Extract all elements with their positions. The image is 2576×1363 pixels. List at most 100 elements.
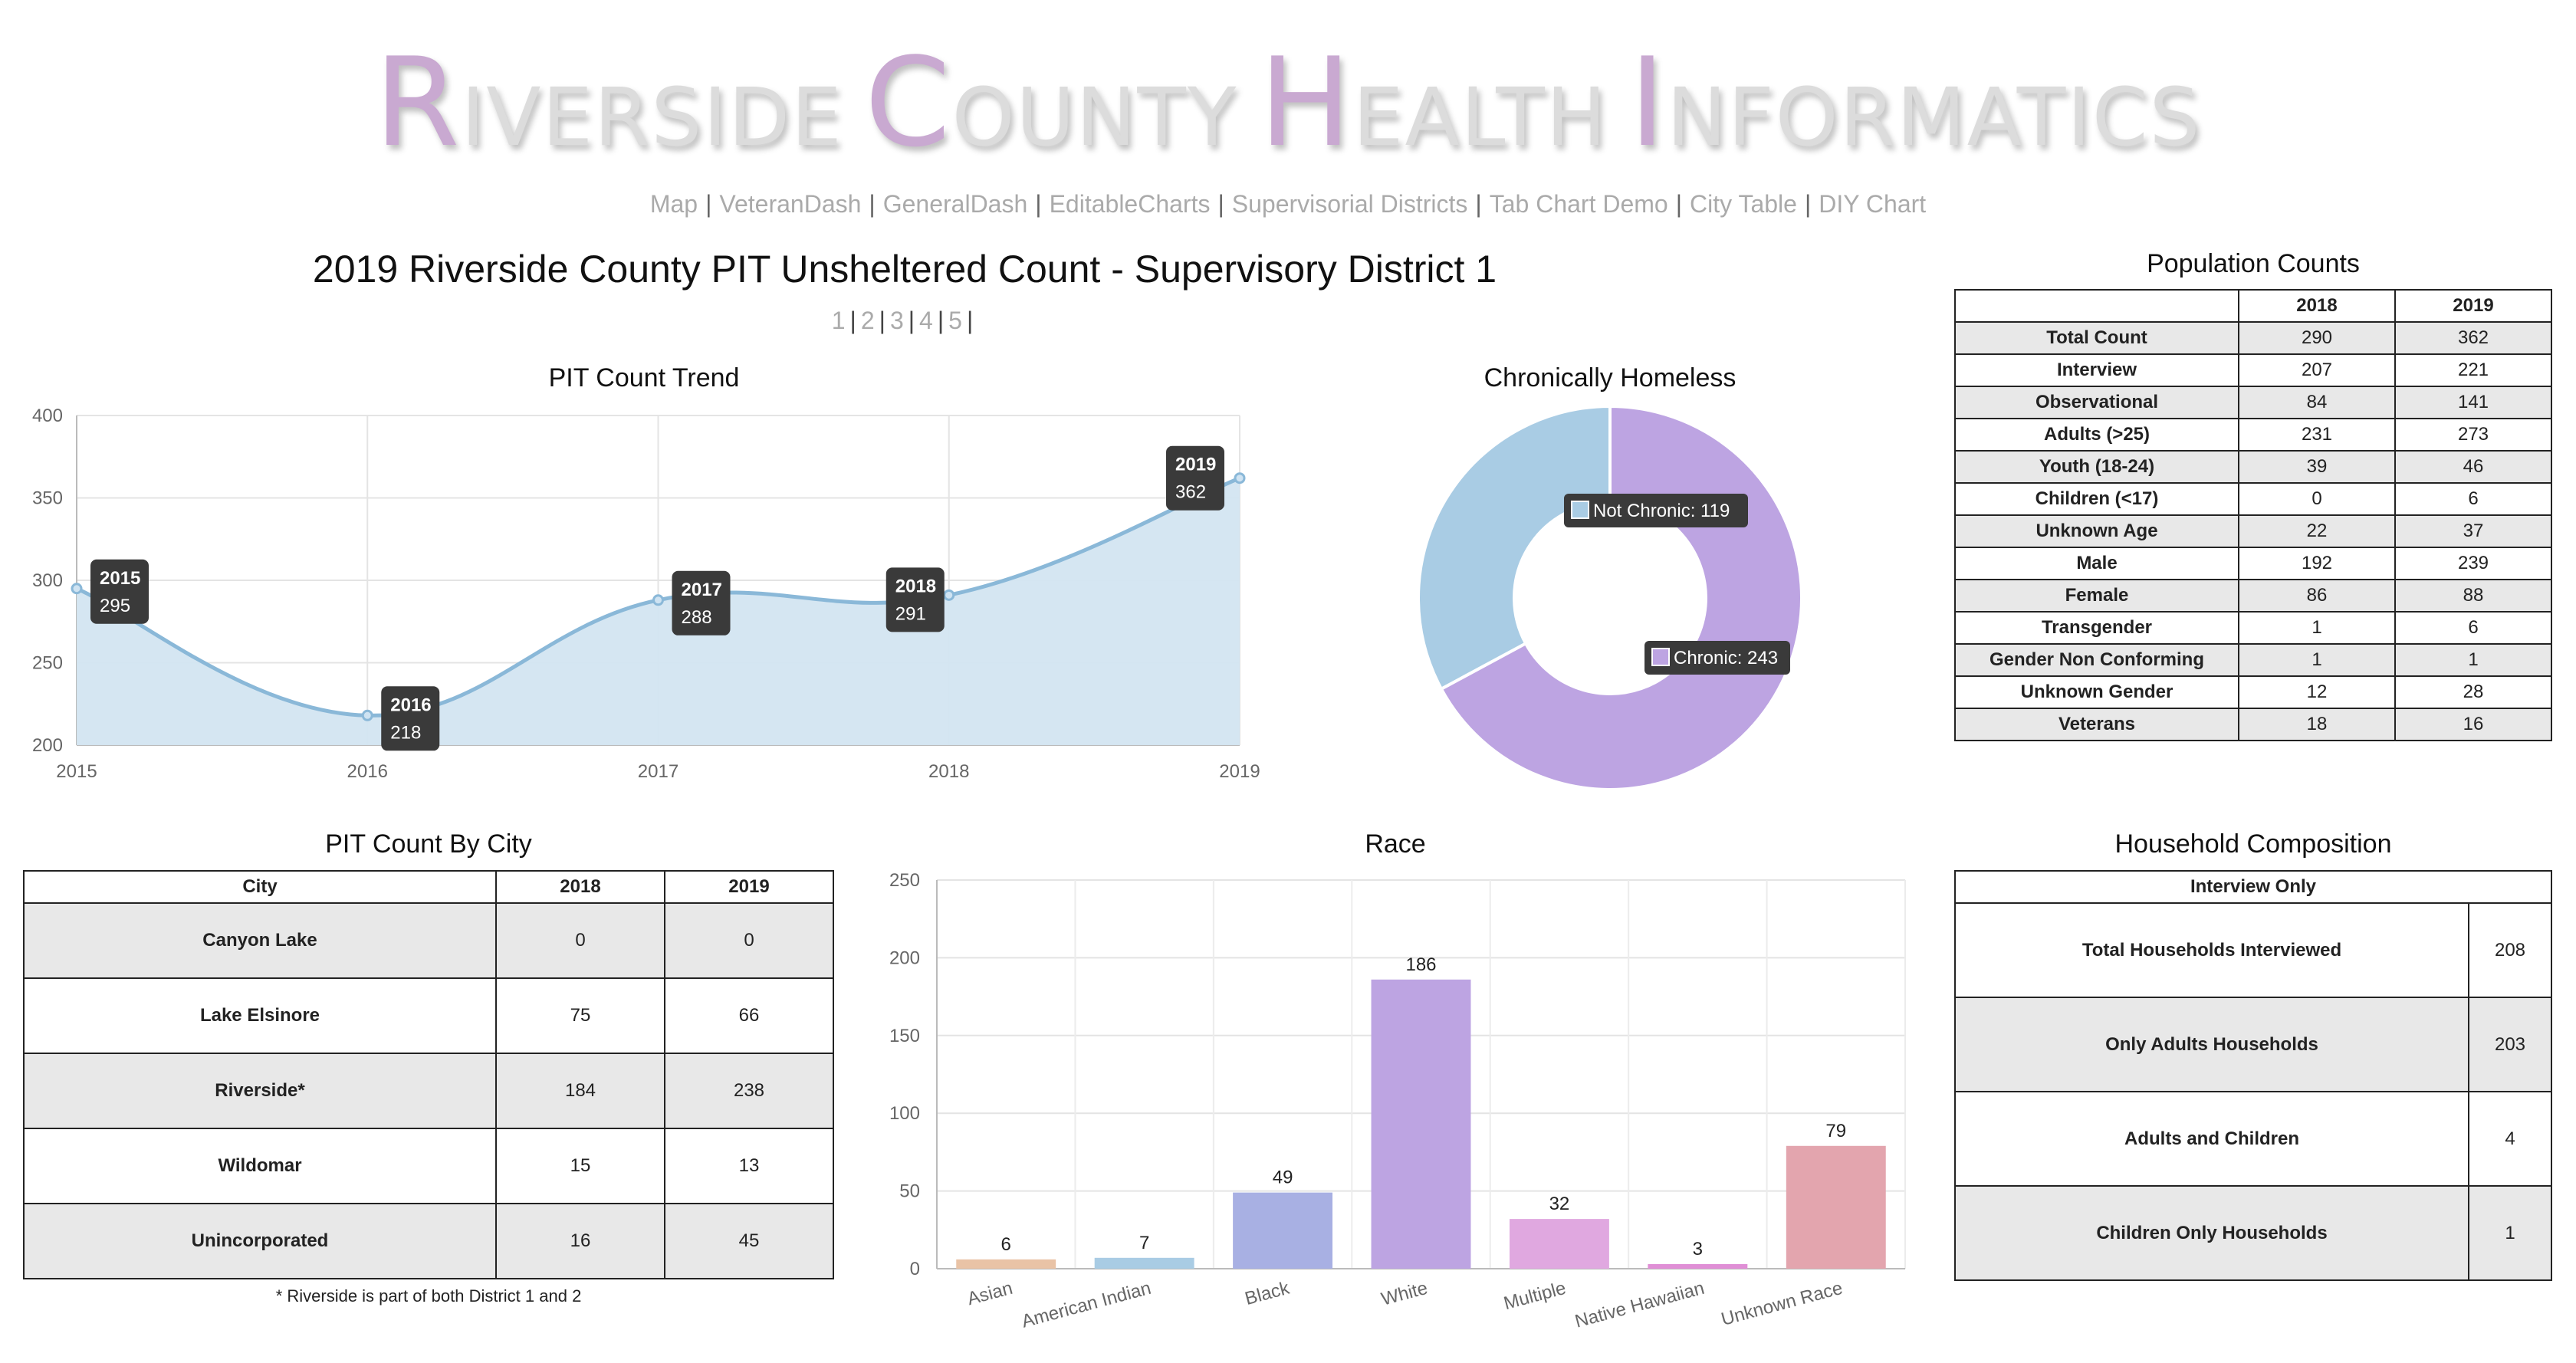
cell-value: 0 [2238, 482, 2396, 516]
y-tick-label: 100 [889, 1103, 920, 1124]
banner-initial: H [1259, 31, 1353, 174]
table-row: Total Count 290 362 [1954, 321, 2552, 355]
cell-value: 45 [664, 1203, 834, 1279]
table-row: Canyon Lake 0 0 [23, 902, 834, 979]
cell-value: 290 [2238, 321, 2396, 355]
trend-chart-title: PIT Count Trend [548, 363, 740, 392]
table-row: Children (<17) 0 6 [1954, 482, 2552, 516]
x-tick-label: Unknown Race [1719, 1278, 1845, 1330]
nav-link-tab-chart-demo[interactable]: Tab Chart Demo [1489, 190, 1668, 218]
nav-link-editablecharts[interactable]: EditableCharts [1049, 190, 1211, 218]
cell-value: 28 [2394, 675, 2552, 709]
table-row: Unknown Gender 12 28 [1954, 675, 2552, 709]
tooltip-value: 362 [1175, 482, 1206, 503]
page-link-3[interactable]: 3 [889, 307, 904, 334]
cell-value: 22 [2238, 514, 2396, 548]
legend-swatch [1571, 501, 1589, 519]
household-table: Interview Only Total Households Intervie… [1954, 870, 2552, 1281]
nav-separator: | [1675, 190, 1683, 218]
bar-asian[interactable] [956, 1259, 1056, 1269]
data-point[interactable] [1234, 472, 1246, 484]
banner-word: INFORMATICS [1629, 31, 2202, 174]
city-col-header: 2019 [664, 870, 834, 904]
page-link-5[interactable]: 5 [948, 307, 962, 334]
cell-value: 221 [2394, 353, 2552, 387]
cell-value: 66 [664, 977, 834, 1054]
row-label: Children Only Households [1954, 1185, 2469, 1281]
donut-tooltip: Chronic: 243 [1644, 641, 1790, 675]
data-point[interactable] [943, 589, 955, 601]
y-tick-label: 0 [910, 1259, 920, 1279]
cell-value: 15 [495, 1128, 665, 1204]
donut-label: Not Chronic: 119 [1593, 501, 1730, 521]
bar-value-label: 79 [1825, 1121, 1846, 1141]
bar-value-label: 49 [1273, 1168, 1293, 1188]
point-tooltip: 2015 295 [90, 559, 149, 624]
nav-link-generaldash[interactable]: GeneralDash [882, 190, 1028, 218]
pager: 1 | 2 | 3 | 4 | 5 | [15, 307, 1794, 335]
donut-slice-not-chronic[interactable] [1417, 404, 1612, 691]
y-tick-label: 300 [32, 570, 63, 591]
nav-link-diy-chart[interactable]: DIY Chart [1819, 190, 1927, 218]
page-link-2[interactable]: 2 [860, 307, 875, 334]
population-table-title: Population Counts [2147, 249, 2360, 278]
bar-american-indian[interactable] [1094, 1257, 1194, 1269]
row-label: Only Adults Households [1954, 997, 2469, 1092]
cell-value: 0 [495, 902, 665, 979]
point-tooltip: 2017 288 [672, 570, 731, 636]
nav-link-city-table[interactable]: City Table [1690, 190, 1797, 218]
tooltip-year: 2017 [682, 580, 722, 600]
city-col-header: 2018 [495, 870, 665, 904]
nav-link-map[interactable]: Map [649, 190, 698, 218]
table-row: Children Only Households 1 [1954, 1185, 2552, 1281]
cell-value: 273 [2394, 418, 2552, 452]
page-link-4[interactable]: 4 [919, 307, 933, 334]
bar-multiple[interactable] [1509, 1219, 1609, 1269]
data-point[interactable] [361, 709, 373, 721]
nav-separator: | [1475, 190, 1482, 218]
row-label: Youth (18-24) [1954, 450, 2239, 484]
city-name: Canyon Lake [23, 902, 497, 979]
data-point[interactable] [71, 583, 83, 595]
cell-value: 1 [2394, 643, 2552, 677]
row-label: Male [1954, 547, 2239, 580]
cell-value: 37 [2394, 514, 2552, 548]
bar-value-label: 6 [1001, 1234, 1011, 1255]
banner-initial: I [1628, 31, 1668, 174]
nav-link-veterandash[interactable]: VeteranDash [719, 190, 862, 218]
table-row: Riverside* 184 238 [23, 1053, 834, 1129]
tooltip-value: 295 [100, 596, 130, 616]
row-label: Children (<17) [1954, 482, 2239, 516]
y-tick-label: 200 [889, 948, 920, 968]
donut-label: Chronic: 243 [1674, 648, 1778, 668]
x-tick-label: Black [1243, 1277, 1293, 1309]
site-banner: RIVERSIDE COUNTY HEALTH INFORMATICS [0, 31, 2576, 174]
donut-tooltip: Not Chronic: 119 [1564, 494, 1748, 527]
tooltip-year: 2018 [895, 576, 936, 596]
banner-initial: C [864, 31, 952, 174]
population-col-header: 2019 [2394, 289, 2552, 323]
nav-link-supervisorial-districts[interactable]: Supervisorial Districts [1231, 190, 1468, 218]
bar-black[interactable] [1233, 1192, 1333, 1269]
bar-white[interactable] [1371, 979, 1471, 1269]
table-row: Gender Non Conforming 1 1 [1954, 643, 2552, 677]
table-row: Interview 207 221 [1954, 353, 2552, 387]
tooltip-value: 218 [390, 722, 421, 743]
banner-rest: EALTH [1352, 71, 1608, 164]
table-row: Total Households Interviewed 208 [1954, 902, 2552, 998]
table-row: Wildomar 15 13 [23, 1128, 834, 1204]
donut-chart-title: Chronically Homeless [1484, 363, 1737, 392]
data-point[interactable] [652, 594, 664, 606]
population-col-header: 2018 [2238, 289, 2396, 323]
page-link-1[interactable]: 1 [831, 307, 846, 334]
bar-value-label: 3 [1693, 1239, 1703, 1260]
x-tick-label: Native Hawaiian [1572, 1278, 1707, 1332]
bar-native-hawaiian[interactable] [1648, 1263, 1748, 1269]
tooltip-year: 2015 [100, 568, 140, 589]
bar-unknown-race[interactable] [1786, 1145, 1886, 1269]
banner-word: RIVERSIDE [374, 31, 843, 174]
bar-value-label: 7 [1139, 1233, 1149, 1253]
x-tick-label: 2018 [928, 761, 969, 782]
y-tick-label: 50 [899, 1181, 920, 1202]
